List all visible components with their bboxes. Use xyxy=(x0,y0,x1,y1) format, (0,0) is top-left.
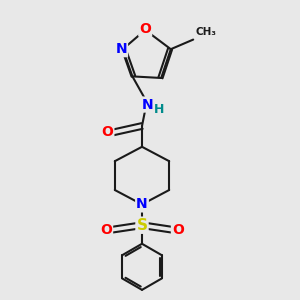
Text: H: H xyxy=(154,103,164,116)
Text: CH₃: CH₃ xyxy=(196,27,217,37)
Text: O: O xyxy=(172,223,184,237)
Text: N: N xyxy=(136,197,148,212)
Text: N: N xyxy=(116,42,127,56)
Text: O: O xyxy=(100,223,112,237)
Text: O: O xyxy=(101,125,113,140)
Text: O: O xyxy=(139,22,151,36)
Text: S: S xyxy=(136,218,148,233)
Text: N: N xyxy=(142,98,153,112)
